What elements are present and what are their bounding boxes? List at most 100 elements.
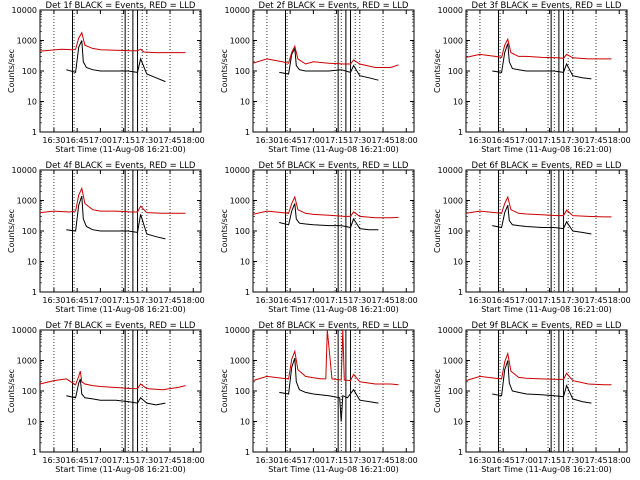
y-tick-label: 100	[448, 67, 463, 76]
panel-9: 1 10 100 1000 10000 16:30 16:45 17:00 17:15 17:30…	[433, 321, 631, 474]
series-line-events	[279, 357, 379, 422]
series-line-events	[492, 360, 592, 404]
x-tick-label: 17:15	[112, 136, 135, 145]
panel-3: 1 10 100 1000 10000 16:30 16:45 17:00 17:15 17:30…	[433, 1, 631, 154]
x-tick-label: 17:30	[348, 296, 371, 305]
x-tick-label: 16:45	[279, 456, 302, 465]
y-tick-label: 1	[32, 128, 37, 137]
x-tick-label: 16:45	[492, 296, 515, 305]
y-axis-label: Counts/sec	[433, 49, 442, 93]
x-tick-label: 18:00	[182, 456, 205, 465]
y-tick-label: 100	[235, 387, 250, 396]
x-tick-label: 17:15	[325, 296, 348, 305]
panel-6: 1 10 100 1000 10000 16:30 16:45 17:00 17:15 17:30…	[433, 161, 631, 314]
x-tick-label: 17:00	[515, 296, 538, 305]
panel-1: 1 10 100 1000 10000 16:30 16:45 17:00 17:15 17:30…	[7, 1, 205, 154]
y-tick-label: 1	[245, 448, 250, 457]
y-axis-label: Counts/sec	[433, 209, 442, 253]
y-tick-label: 100	[22, 387, 37, 396]
y-tick-label: 10	[240, 418, 250, 427]
x-tick-label: 17:30	[561, 296, 584, 305]
series-line-events	[279, 203, 379, 231]
y-tick-label: 10000	[225, 166, 250, 175]
series-line-lld	[252, 44, 399, 68]
x-tick-label: 17:00	[89, 136, 112, 145]
y-tick-label: 1000	[17, 197, 37, 206]
y-tick-label: 10000	[438, 326, 463, 335]
x-axis-label: Start Time (11-Aug-08 16:21:00)	[55, 145, 186, 154]
x-tick-label: 16:30	[42, 136, 65, 145]
y-tick-label: 1000	[443, 357, 463, 366]
panel-title: Det 4f BLACK = Events, RED = LLD	[46, 161, 196, 171]
x-tick-label: 16:45	[492, 456, 515, 465]
y-axis-label: Counts/sec	[220, 369, 229, 413]
x-tick-label: 17:00	[89, 456, 112, 465]
x-tick-label: 17:00	[302, 296, 325, 305]
y-tick-label: 1000	[230, 357, 250, 366]
x-tick-label: 17:45	[585, 456, 608, 465]
x-tick-label: 17:30	[135, 136, 158, 145]
x-tick-label: 17:45	[372, 136, 395, 145]
plot-frame	[465, 329, 628, 453]
x-tick-label: 18:00	[395, 456, 418, 465]
x-tick-label: 17:30	[561, 136, 584, 145]
x-axis-label: Start Time (11-Aug-08 16:21:00)	[55, 465, 186, 474]
y-axis-label: Counts/sec	[7, 49, 16, 93]
panel-title: Det 7f BLACK = Events, RED = LLD	[46, 321, 196, 331]
series-line-lld	[39, 370, 186, 391]
series-line-lld	[465, 351, 612, 386]
series-line-events	[66, 195, 166, 240]
panel-5: 1 10 100 1000 10000 16:30 16:45 17:00 17:15 17:30…	[220, 161, 418, 314]
series-line-events	[66, 40, 166, 83]
x-tick-label: 16:30	[468, 296, 491, 305]
y-axis-label: Counts/sec	[220, 209, 229, 253]
x-tick-label: 18:00	[182, 136, 205, 145]
y-tick-label: 10000	[438, 6, 463, 15]
y-tick-label: 100	[448, 387, 463, 396]
panel-title: Det 1f BLACK = Events, RED = LLD	[46, 1, 196, 11]
x-tick-label: 17:30	[348, 456, 371, 465]
y-tick-label: 10000	[225, 6, 250, 15]
y-tick-label: 1	[458, 448, 463, 457]
x-tick-label: 17:15	[325, 456, 348, 465]
x-tick-label: 18:00	[608, 456, 631, 465]
x-tick-label: 16:30	[468, 456, 491, 465]
x-tick-label: 16:30	[42, 296, 65, 305]
y-tick-label: 10	[27, 98, 37, 107]
series-line-events	[492, 205, 592, 235]
x-tick-label: 16:45	[66, 456, 89, 465]
y-tick-label: 100	[22, 227, 37, 236]
x-tick-label: 17:15	[112, 296, 135, 305]
y-axis-label: Counts/sec	[7, 369, 16, 413]
x-tick-label: 17:30	[135, 456, 158, 465]
panel-title: Det 9f BLACK = Events, RED = LLD	[472, 321, 622, 331]
series-line-events	[66, 378, 166, 406]
y-tick-label: 100	[22, 67, 37, 76]
y-tick-label: 100	[235, 67, 250, 76]
panel-8: 1 10 100 1000 10000 16:30 16:45 17:00 17:15 17:30…	[220, 321, 418, 474]
x-tick-label: 17:45	[372, 456, 395, 465]
y-tick-label: 1	[458, 288, 463, 297]
x-tick-label: 17:45	[159, 296, 182, 305]
y-tick-label: 10	[453, 418, 463, 427]
y-tick-label: 1	[32, 288, 37, 297]
y-tick-label: 10000	[12, 166, 37, 175]
y-tick-label: 100	[235, 227, 250, 236]
y-tick-label: 10	[453, 258, 463, 267]
plot-frame	[465, 169, 628, 293]
panel-title: Det 2f BLACK = Events, RED = LLD	[259, 1, 409, 11]
x-tick-label: 17:15	[538, 456, 561, 465]
x-axis-label: Start Time (11-Aug-08 16:21:00)	[268, 145, 399, 154]
y-tick-label: 1000	[443, 37, 463, 46]
x-tick-label: 17:30	[561, 456, 584, 465]
y-tick-label: 1000	[443, 197, 463, 206]
x-tick-label: 17:15	[112, 456, 135, 465]
y-tick-label: 10	[240, 258, 250, 267]
y-tick-label: 10	[27, 418, 37, 427]
x-axis-label: Start Time (11-Aug-08 16:21:00)	[268, 465, 399, 474]
x-tick-label: 17:00	[302, 136, 325, 145]
panel-title: Det 8f BLACK = Events, RED = LLD	[259, 321, 409, 331]
series-line-events	[279, 46, 379, 81]
x-tick-label: 16:45	[279, 296, 302, 305]
x-tick-label: 17:45	[159, 456, 182, 465]
